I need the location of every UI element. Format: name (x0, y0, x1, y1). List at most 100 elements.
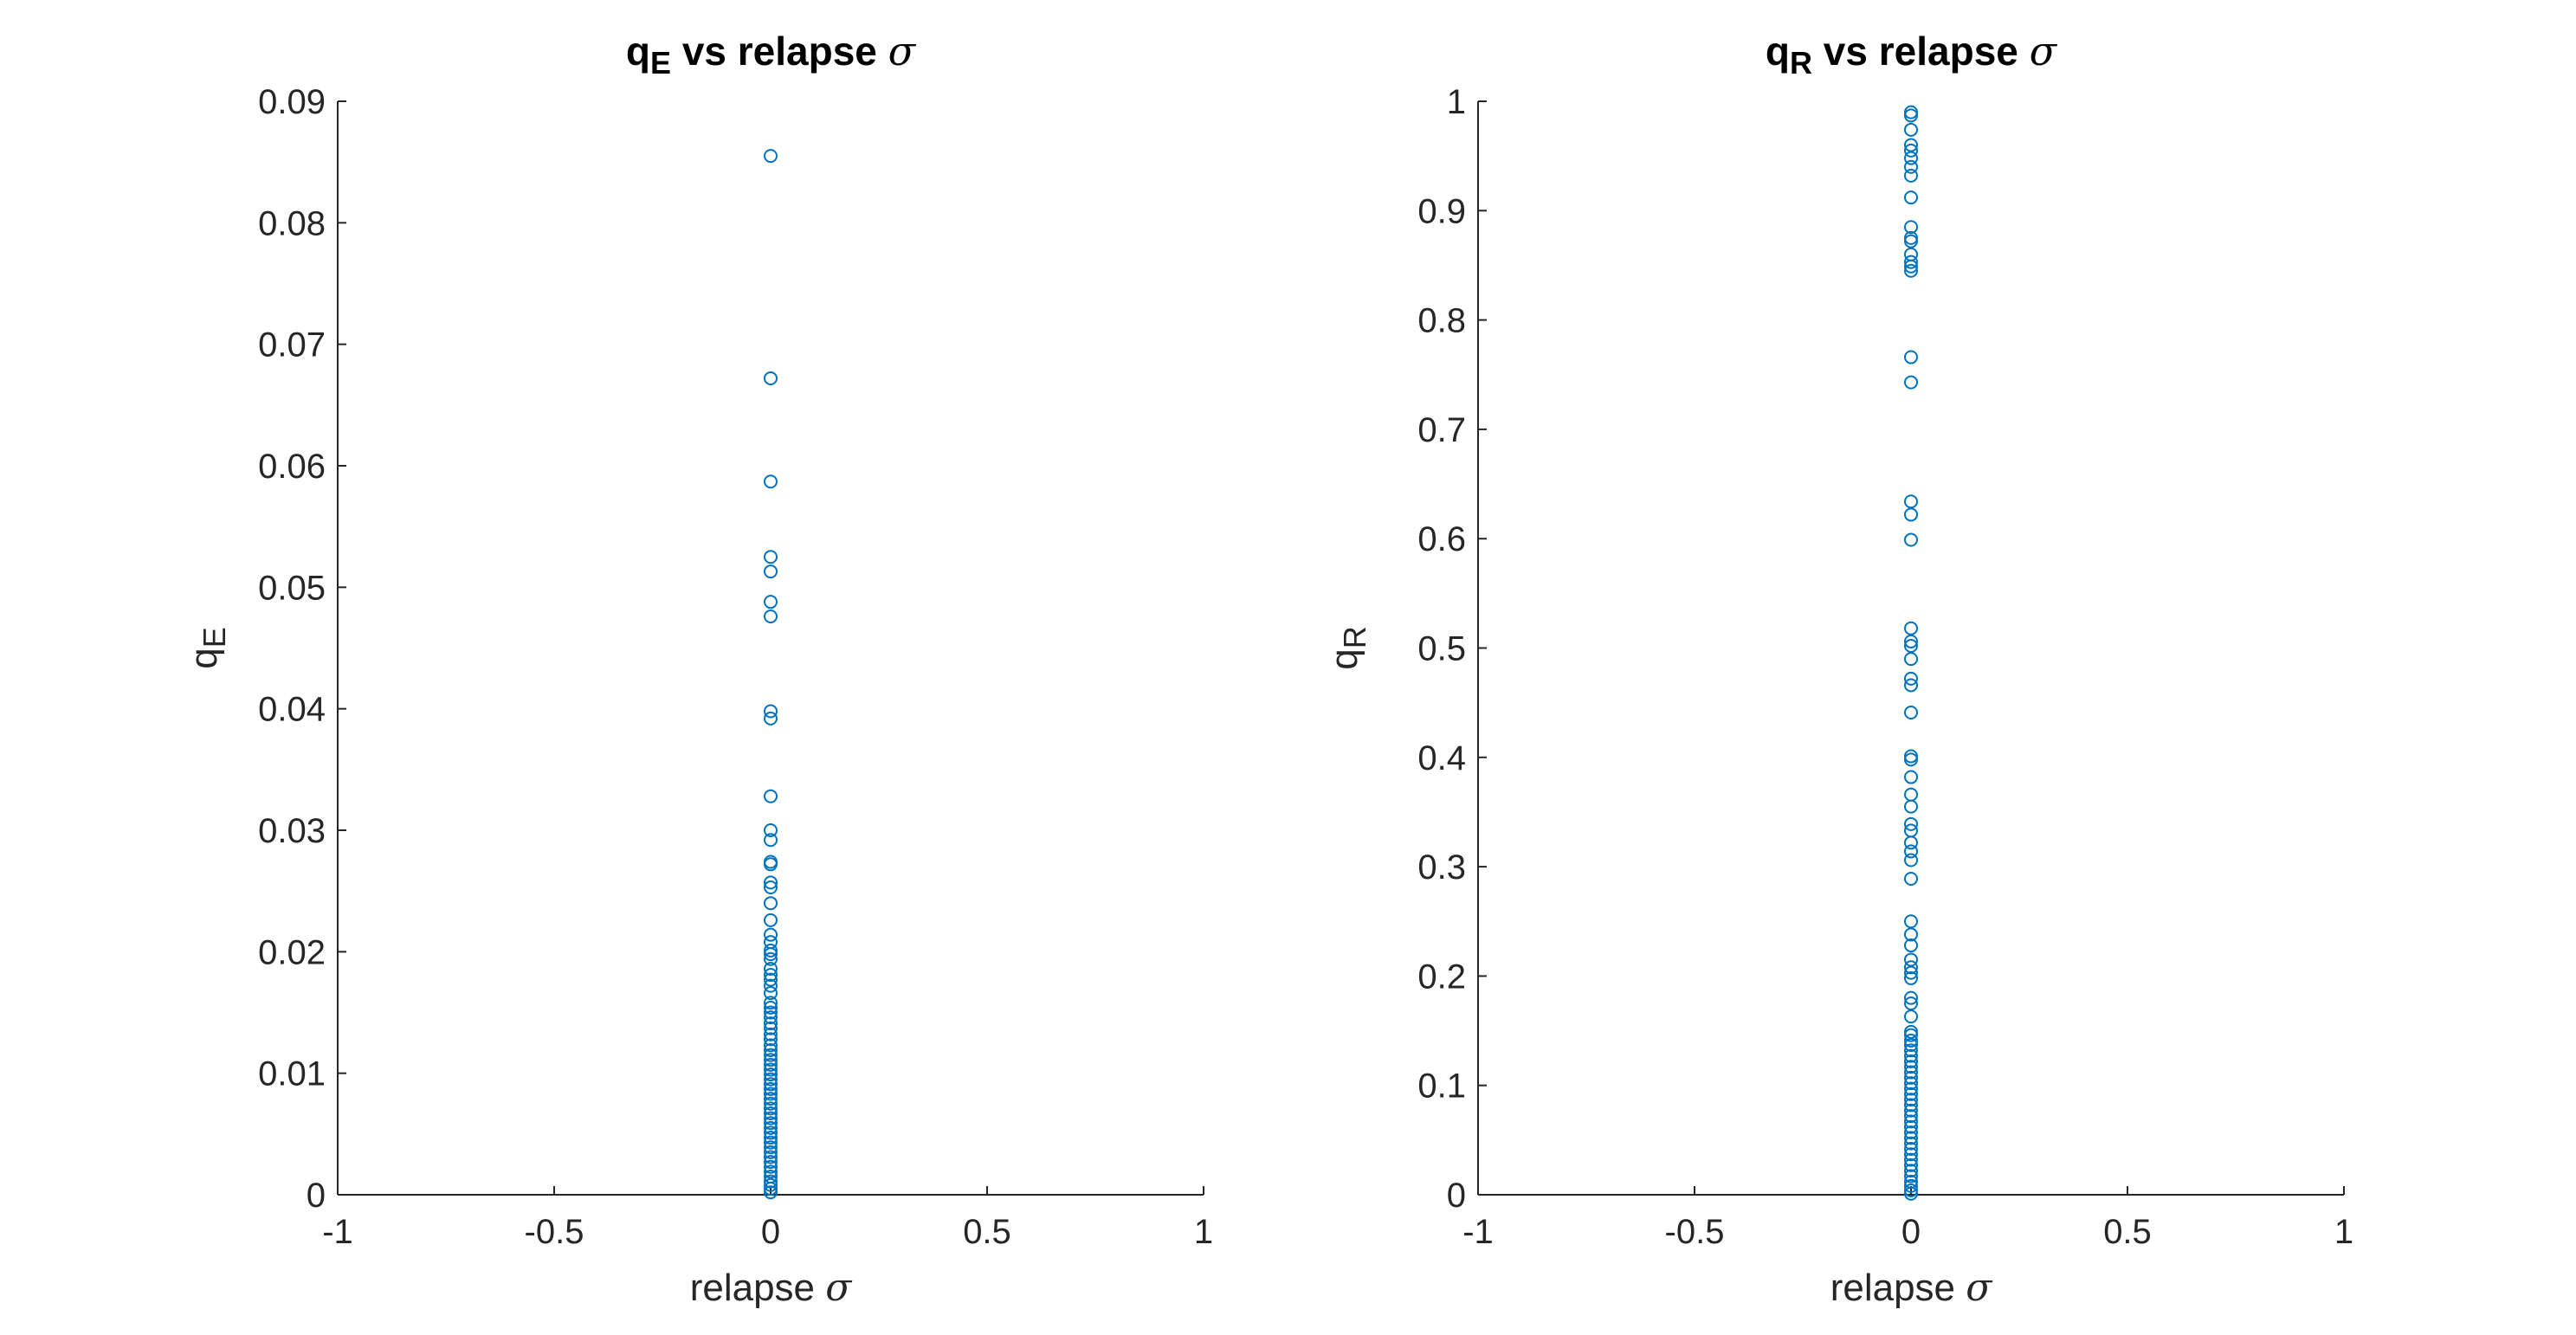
data-point (764, 896, 778, 911)
data-point (764, 1081, 778, 1096)
data-point (764, 927, 778, 942)
data-point (1904, 1009, 1918, 1024)
data-point (1904, 965, 1918, 980)
data-point (1904, 1054, 1918, 1068)
data-point (1904, 151, 1918, 165)
data-point (1904, 1169, 1918, 1183)
y-tick-label: 1 (1447, 83, 1466, 121)
data-point (1904, 853, 1918, 867)
data-point (1904, 1114, 1918, 1129)
data-point (764, 978, 778, 993)
data-point (764, 1164, 778, 1179)
data-point (764, 1072, 778, 1087)
data-point (1904, 787, 1918, 802)
data-point (764, 880, 778, 894)
data-point (764, 1005, 778, 1020)
data-point (1904, 1076, 1918, 1091)
y-ticks: 0 0.01 0.02 0.03 0.04 0.05 0.06 0.07 0.08 0.09 (258, 83, 346, 1215)
data-point (1904, 634, 1918, 648)
y-tick-label: 0.05 (258, 569, 326, 607)
data-point (1904, 996, 1918, 1010)
data-point (1904, 1158, 1918, 1172)
y-tick-label: 0.7 (1417, 411, 1466, 449)
data-point (764, 1021, 778, 1035)
data-point (1904, 871, 1918, 886)
data-point (1904, 168, 1918, 183)
data-point (1904, 350, 1918, 364)
data-point (764, 1038, 778, 1053)
data-point (764, 833, 778, 848)
data-point (764, 1092, 778, 1106)
data-point (764, 1010, 778, 1025)
data-point (764, 1032, 778, 1047)
data-point (1904, 1103, 1918, 1118)
data-point (1904, 706, 1918, 720)
data-point (1904, 1048, 1918, 1063)
data-point (1904, 143, 1918, 158)
x-ticks: -1 -0.5 0 0.5 1 (322, 1186, 1213, 1251)
data-point (1904, 1087, 1918, 1101)
data-point (1904, 844, 1918, 859)
data-point (764, 1106, 778, 1120)
data-point (764, 947, 778, 962)
y-tick-label: 0.09 (258, 83, 326, 121)
y-tick-label: 0.3 (1417, 848, 1466, 887)
data-point (1904, 1070, 1918, 1085)
data-point (1904, 159, 1918, 174)
panel-qr: qR vs relapse σ -1 -0.5 0 0.5 1 0 0.1 0.2 0.3 0.… (1323, 28, 2353, 1310)
data-point (1904, 678, 1918, 693)
data-point (764, 1027, 778, 1042)
data-point (1904, 971, 1918, 985)
data-point (1904, 1141, 1918, 1156)
x-tick-label: 0.5 (963, 1213, 1011, 1251)
data-point (764, 1016, 778, 1031)
y-tick-label: 0.01 (258, 1055, 326, 1093)
x-ticks: -1 -0.5 0 0.5 1 (1462, 1186, 2353, 1251)
y-tick-label: 0.9 (1417, 192, 1466, 230)
data-point (764, 1135, 778, 1150)
y-tick-label: 0.06 (258, 448, 326, 486)
data-point (764, 875, 778, 890)
data-point (764, 1111, 778, 1125)
data-point (1904, 914, 1918, 929)
y-ticks: 0 0.1 0.2 0.3 0.4 0.5 0.6 0.7 0.8 0.9 1 (1417, 83, 1487, 1215)
data-point (1904, 1152, 1918, 1167)
data-point (1904, 532, 1918, 547)
x-tick-label: 0.5 (2103, 1213, 2152, 1251)
data-point (1904, 816, 1918, 831)
y-tick-label: 0.1 (1417, 1067, 1466, 1106)
data-point (1904, 263, 1918, 278)
data-point (1904, 938, 1918, 953)
data-point (764, 857, 778, 872)
data-point (764, 1062, 778, 1077)
y-tick-label: 0 (1447, 1177, 1466, 1215)
data-point (1904, 927, 1918, 942)
data-point (764, 1077, 778, 1092)
data-point (764, 1181, 778, 1196)
scatter-points (764, 149, 778, 1200)
y-axis-label: qE (183, 627, 232, 669)
data-point (1904, 259, 1918, 274)
data-point (764, 564, 778, 579)
data-point (1904, 1119, 1918, 1134)
data-point (1904, 1037, 1918, 1052)
data-point (1904, 138, 1918, 152)
x-axis-label: relapse σ (1830, 1266, 1994, 1310)
data-point (1904, 220, 1918, 235)
data-point (1904, 652, 1918, 667)
data-point (1904, 255, 1918, 269)
data-point (1904, 1081, 1918, 1096)
data-point (1904, 990, 1918, 1005)
data-point (764, 1087, 778, 1101)
y-tick-label: 0.2 (1417, 958, 1466, 996)
data-point (764, 371, 778, 385)
data-point (1904, 1109, 1918, 1124)
data-point (1904, 1136, 1918, 1151)
data-point (1904, 108, 1918, 123)
data-point (764, 1155, 778, 1170)
data-point (764, 1057, 778, 1072)
data-point (764, 789, 778, 803)
data-point (764, 1177, 778, 1192)
data-point (764, 704, 778, 719)
data-point (1904, 1093, 1918, 1107)
